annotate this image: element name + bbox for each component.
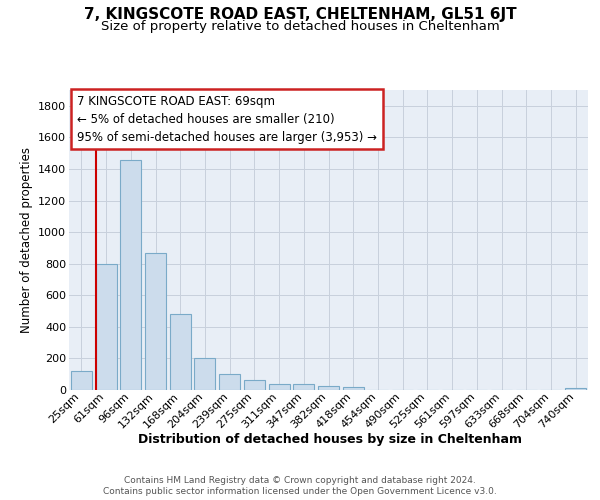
Bar xyxy=(318,386,339,390)
Bar xyxy=(120,160,141,390)
Text: Contains public sector information licensed under the Open Government Licence v3: Contains public sector information licen… xyxy=(103,488,497,496)
Bar xyxy=(71,371,92,390)
Bar xyxy=(95,264,116,390)
Text: Distribution of detached houses by size in Cheltenham: Distribution of detached houses by size … xyxy=(138,432,522,446)
Y-axis label: Number of detached properties: Number of detached properties xyxy=(20,147,32,333)
Bar xyxy=(343,387,364,390)
Bar xyxy=(269,384,290,390)
Bar xyxy=(565,388,586,390)
Text: 7 KINGSCOTE ROAD EAST: 69sqm
← 5% of detached houses are smaller (210)
95% of se: 7 KINGSCOTE ROAD EAST: 69sqm ← 5% of det… xyxy=(77,94,377,144)
Text: 7, KINGSCOTE ROAD EAST, CHELTENHAM, GL51 6JT: 7, KINGSCOTE ROAD EAST, CHELTENHAM, GL51… xyxy=(83,8,517,22)
Bar xyxy=(145,254,166,390)
Bar xyxy=(244,380,265,390)
Bar xyxy=(170,314,191,390)
Bar xyxy=(219,374,240,390)
Text: Size of property relative to detached houses in Cheltenham: Size of property relative to detached ho… xyxy=(101,20,499,33)
Text: Contains HM Land Registry data © Crown copyright and database right 2024.: Contains HM Land Registry data © Crown c… xyxy=(124,476,476,485)
Bar xyxy=(293,384,314,390)
Bar xyxy=(194,358,215,390)
